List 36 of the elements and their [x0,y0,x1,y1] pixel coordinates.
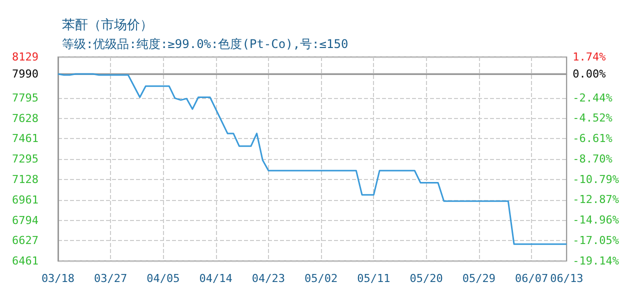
x-tick-label: 04/05 [146,272,180,285]
y2-tick-label: -6.61% [572,132,613,146]
y2-tick-label: -10.79% [572,172,620,186]
y2-tick-label: 0.00% [572,68,606,80]
y-tick-label: 6961 [12,193,38,206]
x-tick-label: 05/11 [357,272,390,285]
y2-tick-label: -8.70% [572,152,613,166]
y-tick-label: 7461 [12,132,38,146]
x-tick-label: 03/27 [94,272,128,285]
x-tick-label: 04/23 [252,272,286,285]
y2-tick-label: -14.96% [572,214,620,227]
x-tick-label: 06/07 [515,272,548,285]
y2-tick-label: -12.87% [572,193,620,206]
chart-title: 苯酐（市场价） [62,18,153,33]
line-series [57,73,568,245]
chart-subtitle: 等级:优级品:纯度:≥99.0%:色度(Pt-Co),号:≤150 [62,37,348,51]
y-tick-label: 6627 [12,234,38,248]
y-tick-label: 7128 [12,172,38,186]
y-tick-label: 7628 [12,112,38,125]
y2-tick-label: -4.52% [572,112,613,125]
y2-tick-label: -17.05% [572,234,620,248]
y-tick-label: 7795 [12,91,38,104]
x-tick-label: 04/14 [199,272,233,285]
x-tick-label: 05/20 [410,272,443,285]
x-tick-label: 05/02 [304,272,338,285]
x-tick-label: 03/18 [41,272,75,285]
y2-tick-label: 1.74% [572,50,606,64]
x-tick-label: 06/13 [550,272,584,285]
y-tick-label: 6794 [12,214,39,227]
y2-tick-label: -2.44% [572,91,613,104]
y-tick-label: 6461 [12,254,38,268]
y-tick-label: 7295 [12,152,38,166]
y-tick-label: 7990 [12,68,38,80]
x-tick-label: 05/29 [462,272,496,285]
y2-tick-label: -19.14% [572,254,620,268]
y-tick-label: 8129 [12,50,38,64]
